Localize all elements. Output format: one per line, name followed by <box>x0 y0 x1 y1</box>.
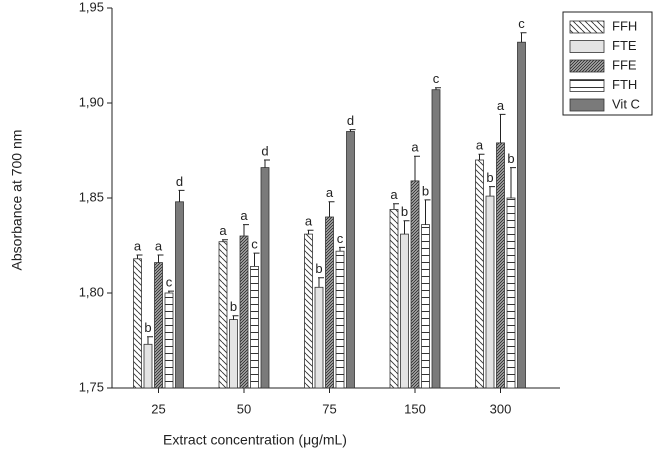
error-bar <box>349 129 356 132</box>
bar <box>517 41 526 389</box>
x-tick-label: 25 <box>151 401 165 416</box>
significance-letter: a <box>155 238 163 253</box>
x-tick-label: 300 <box>490 401 512 416</box>
x-tick-label: 50 <box>237 401 251 416</box>
significance-letter: d <box>176 174 183 189</box>
bar <box>304 233 313 389</box>
significance-letter: c <box>166 275 173 290</box>
error-bar <box>157 254 164 263</box>
bar <box>314 286 324 389</box>
significance-letter: b <box>230 299 237 314</box>
error-bar <box>136 254 143 259</box>
significance-letter: a <box>476 138 484 153</box>
bar <box>260 167 270 389</box>
bar <box>229 319 238 389</box>
error-bar <box>435 87 441 90</box>
error-bar <box>222 239 228 242</box>
significance-letter: c <box>337 231 344 246</box>
legend-swatch <box>569 59 605 73</box>
x-tick-label: 75 <box>322 401 336 416</box>
error-bar <box>307 229 314 235</box>
significance-letter: a <box>497 98 505 113</box>
bar <box>485 195 495 389</box>
bar <box>410 180 420 389</box>
significance-letter: b <box>401 204 408 219</box>
bar <box>239 235 249 389</box>
bar <box>421 224 430 389</box>
error-bar <box>178 189 185 202</box>
error-bar <box>424 199 431 225</box>
bar <box>496 142 505 389</box>
significance-letter: a <box>305 214 313 229</box>
significance-letter: c <box>251 237 258 252</box>
x-axis-title: Extract concentration (μg/mL) <box>163 432 347 448</box>
bar <box>389 208 399 389</box>
bar <box>346 131 355 389</box>
bar <box>506 197 516 389</box>
bar <box>250 265 259 389</box>
y-tick-label: 1,85 <box>79 189 104 204</box>
bar <box>143 343 153 389</box>
bar <box>154 262 163 389</box>
bar <box>325 216 334 389</box>
bar <box>400 233 409 389</box>
x-tick-label: 150 <box>404 401 426 416</box>
significance-letter: b <box>422 183 429 198</box>
error-bar <box>489 186 495 197</box>
y-axis-title: Absorbance at 700 nm <box>9 130 25 271</box>
significance-letter: c <box>518 16 525 31</box>
error-bar <box>147 336 153 345</box>
legend-swatch <box>569 79 605 92</box>
error-bar <box>520 32 527 43</box>
legend-swatch <box>569 40 605 53</box>
y-tick-label: 1,80 <box>79 284 104 299</box>
significance-letter: a <box>240 208 248 223</box>
bar <box>164 292 174 389</box>
significance-letter: a <box>326 185 334 200</box>
error-bar <box>243 224 249 236</box>
legend-label: FTE <box>612 38 637 53</box>
error-bar <box>339 246 345 252</box>
bar <box>175 201 184 389</box>
bar <box>335 250 345 389</box>
error-bar <box>414 155 420 181</box>
significance-letter: b <box>315 261 322 276</box>
significance-letter: b <box>486 170 493 185</box>
bar <box>133 258 142 389</box>
bar <box>475 159 484 389</box>
y-tick-label: 1,75 <box>79 379 104 394</box>
error-bar <box>253 252 260 267</box>
significance-letter: a <box>411 140 419 155</box>
bar <box>218 241 228 389</box>
significance-letter: a <box>390 187 398 202</box>
legend-swatch <box>569 20 605 34</box>
significance-letter: d <box>347 113 354 128</box>
legend-label: FTH <box>612 77 637 92</box>
significance-letter: a <box>219 223 227 238</box>
error-bar <box>393 203 399 210</box>
error-bar <box>328 201 335 217</box>
legend-label: FFE <box>612 57 637 72</box>
significance-letter: c <box>433 71 440 86</box>
significance-letter: b <box>507 151 514 166</box>
bar <box>431 89 441 389</box>
error-bar <box>478 153 485 160</box>
error-bar <box>318 277 324 288</box>
error-bar <box>499 113 506 143</box>
significance-letter: a <box>134 238 142 253</box>
legend-swatch <box>569 98 605 112</box>
error-bar <box>232 315 239 320</box>
legend-label: FFH <box>612 18 637 33</box>
y-tick-label: 1,90 <box>79 94 104 109</box>
legend-label: Vit C <box>612 96 640 111</box>
significance-letter: b <box>144 320 151 335</box>
error-bar <box>510 167 516 198</box>
y-tick-label: 1,95 <box>79 0 104 14</box>
error-bar <box>403 220 410 235</box>
significance-letter: d <box>261 143 268 158</box>
error-bar <box>264 159 270 168</box>
error-bar <box>168 290 174 293</box>
